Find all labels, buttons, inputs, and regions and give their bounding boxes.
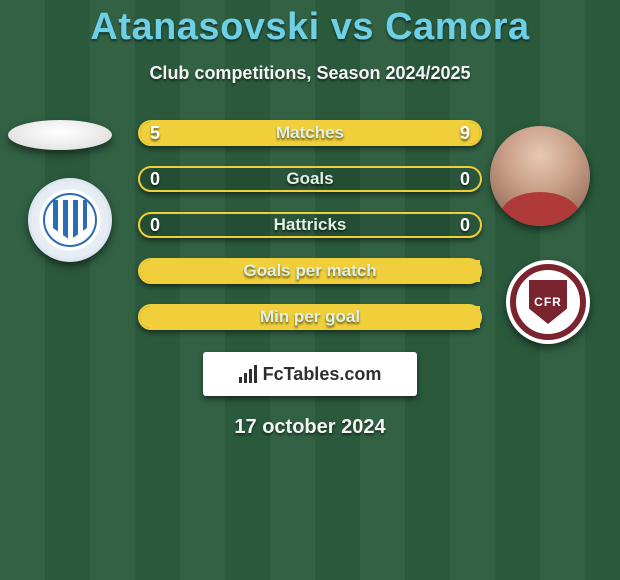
- date-label: 17 october 2024: [0, 416, 620, 439]
- club-right-crest: CFR: [506, 260, 590, 344]
- page-title: Atanasovski vs Camora: [0, 0, 620, 49]
- stat-right-value: 0: [460, 215, 470, 236]
- stat-row: 0 0Hattricks: [138, 212, 482, 238]
- chart-icon: [239, 365, 257, 383]
- branding-badge: FcTables.com: [203, 352, 417, 396]
- crest-text: CFR: [506, 295, 590, 309]
- stats-list: 59Matches00Goals00HattricksGoals per mat…: [138, 120, 482, 330]
- stat-row: Min per goal: [138, 304, 482, 330]
- stat-label: Hattricks: [140, 215, 480, 235]
- branding-label: FcTables.com: [263, 364, 382, 385]
- stat-row: 59Matches: [138, 120, 482, 146]
- club-left-crest: [28, 178, 112, 262]
- stat-fill-left: [140, 260, 480, 282]
- stat-right-value: 9: [460, 123, 470, 144]
- stat-row: 0 0Goals: [138, 166, 482, 192]
- stat-left-value: 0: [150, 215, 160, 236]
- player-left-avatar: [8, 120, 112, 150]
- comparison-card: Atanasovski vs Camora Club competitions,…: [0, 0, 620, 580]
- stat-fill-right: [262, 122, 480, 144]
- stat-row: Goals per match: [138, 258, 482, 284]
- stat-label: Goals: [140, 169, 480, 189]
- player-right-avatar: [490, 126, 590, 226]
- stat-left-value: 0: [150, 169, 160, 190]
- stat-fill-left: [140, 306, 480, 328]
- stat-right-value: 0: [460, 169, 470, 190]
- subtitle: Club competitions, Season 2024/2025: [0, 63, 620, 84]
- stat-left-value: 5: [150, 123, 160, 144]
